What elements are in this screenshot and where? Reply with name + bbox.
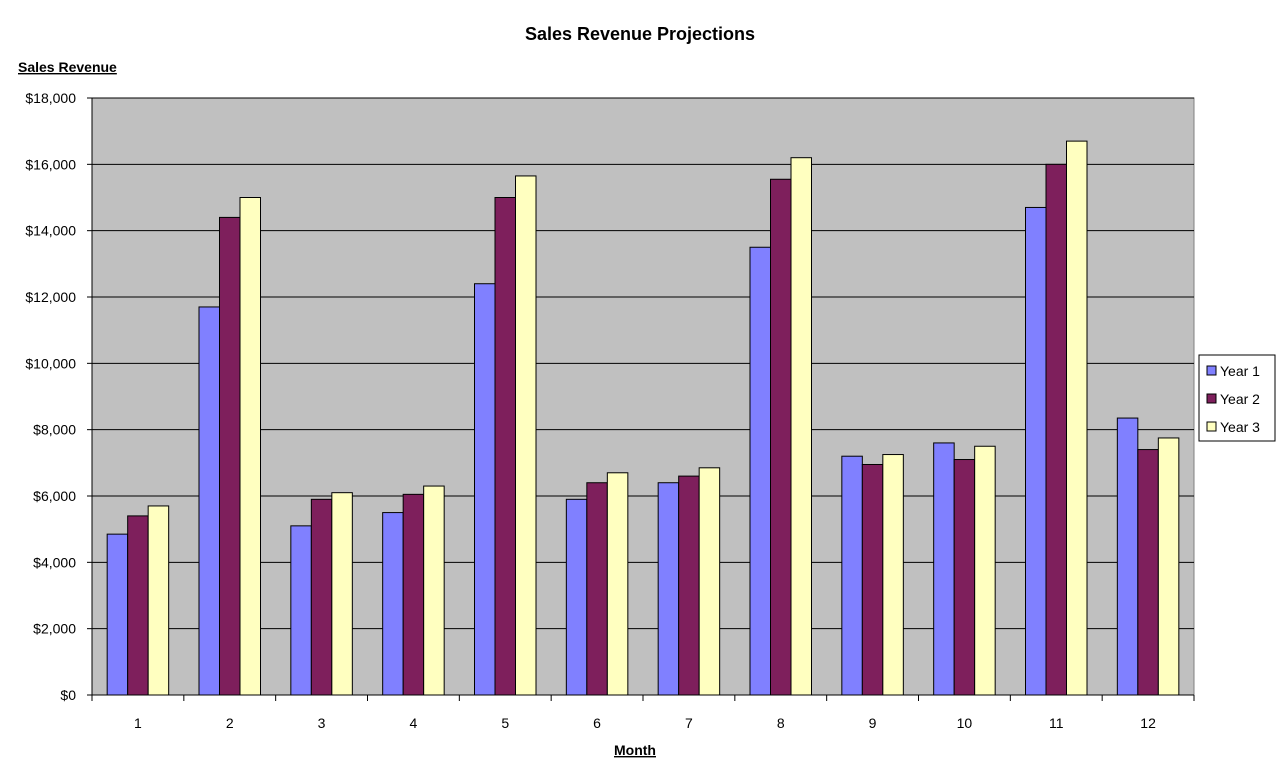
legend-swatch <box>1206 365 1217 376</box>
bar-year-1-month-1 <box>106 533 129 696</box>
bar-year-2-month-9 <box>861 463 884 696</box>
x-tick-label: 12 <box>1140 715 1156 731</box>
bar-year-1-month-5 <box>474 283 496 696</box>
bar-year-1-month-2 <box>198 306 220 696</box>
y-tick-label: $0 <box>60 687 76 703</box>
bar-year-2-month-1 <box>127 515 149 696</box>
x-axis-ticks: 1 2 3 4 5 6 7 8 9 10 11 12 <box>91 695 1195 731</box>
y-tick-label: $12,000 <box>25 289 76 305</box>
bar-year-3-month-6 <box>606 472 629 696</box>
bar-year-3-month-8 <box>790 157 812 696</box>
bar-year-2-month-12 <box>1137 449 1159 696</box>
x-tick-label: 10 <box>957 715 973 731</box>
y-tick-label: $18,000 <box>25 90 76 106</box>
bar-year-3-month-4 <box>423 485 445 696</box>
legend-entry: Year 2 <box>1220 391 1260 407</box>
bar-year-2-month-11 <box>1045 163 1067 696</box>
bar-year-1-month-11 <box>1025 206 1047 696</box>
legend-swatch <box>1206 421 1217 432</box>
bar-year-1-month-4 <box>382 512 404 696</box>
bar-year-2-month-5 <box>494 197 516 696</box>
bar-year-2-month-3 <box>310 498 333 696</box>
bar-year-2-month-7 <box>678 475 700 696</box>
x-tick-label: 7 <box>685 715 693 731</box>
y-tick-label: $10,000 <box>25 355 76 371</box>
bar-year-3-month-1 <box>147 505 170 696</box>
y-tick-label: $2,000 <box>33 621 76 637</box>
gridlines <box>92 97 1194 630</box>
bar-year-1-month-7 <box>657 482 680 696</box>
legend-entry: Year 3 <box>1220 419 1260 435</box>
bar-year-2-month-6 <box>586 482 608 696</box>
bar-year-1-month-10 <box>933 442 955 696</box>
y-axis-ticks: $0 $2,000 $4,000 $6,000 $8,000 $10,000 $12,000… <box>25 90 92 703</box>
bar-year-3-month-10 <box>974 445 996 696</box>
x-tick-label: 6 <box>593 715 601 731</box>
bar-year-3-month-12 <box>1157 437 1180 696</box>
x-tick-label: 3 <box>318 715 326 731</box>
x-tick-label: 2 <box>226 715 234 731</box>
y-tick-label: $6,000 <box>33 488 76 504</box>
bar-year-1-month-8 <box>749 246 771 696</box>
bar-year-2-month-10 <box>953 459 976 696</box>
legend-entry: Year 1 <box>1220 363 1260 379</box>
bar-year-3-month-9 <box>882 454 904 696</box>
x-tick-label: 8 <box>777 715 785 731</box>
y-tick-label: $14,000 <box>25 223 76 239</box>
plot-area <box>91 97 1195 696</box>
bar-year-2-month-8 <box>770 178 792 696</box>
x-tick-label: 9 <box>869 715 877 731</box>
bar-year-2-month-4 <box>402 493 425 696</box>
bar-year-2-month-2 <box>219 216 241 696</box>
bar-year-3-month-2 <box>239 197 261 696</box>
legend: Year 1 Year 2 Year 3 <box>1198 354 1276 442</box>
bar-year-3-month-11 <box>1066 140 1088 696</box>
bar-year-1-month-12 <box>1116 417 1139 696</box>
x-tick-label: 5 <box>501 715 509 731</box>
bar-year-3-month-5 <box>515 175 537 696</box>
bar-year-1-month-6 <box>565 498 588 696</box>
x-tick-label: 11 <box>1049 715 1064 731</box>
y-axis-label: Sales Revenue <box>18 59 117 75</box>
y-tick-label: $16,000 <box>25 156 76 172</box>
chart-title: Sales Revenue Projections <box>525 24 755 44</box>
bar-year-3-month-3 <box>331 492 353 696</box>
x-tick-label: 1 <box>134 715 142 731</box>
x-axis-label: Month <box>614 742 656 758</box>
y-tick-label: $4,000 <box>33 554 76 570</box>
bar-year-1-month-3 <box>290 525 312 696</box>
legend-swatch <box>1206 393 1217 404</box>
bar-year-3-month-7 <box>698 467 721 696</box>
bars <box>106 140 1180 696</box>
bar-year-1-month-9 <box>841 455 863 696</box>
x-tick-label: 4 <box>410 715 418 731</box>
y-tick-label: $8,000 <box>33 422 76 438</box>
